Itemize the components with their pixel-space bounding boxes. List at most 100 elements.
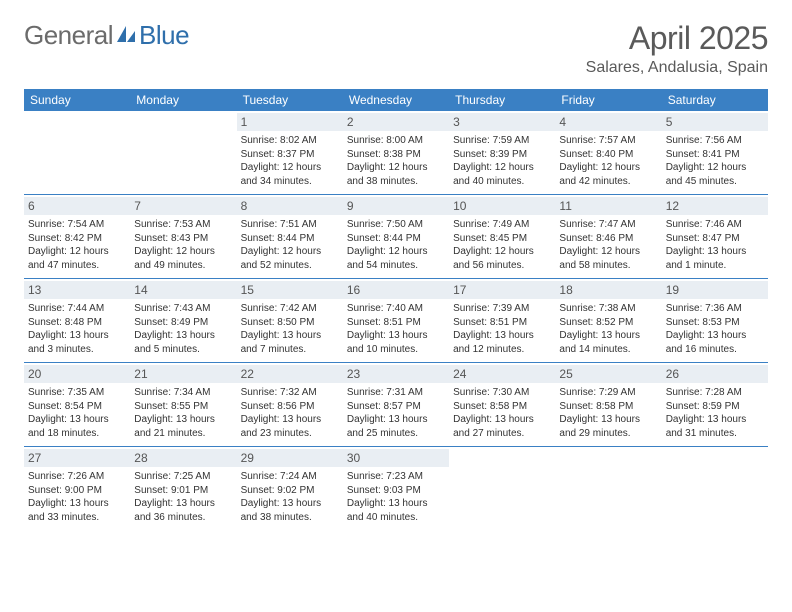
day-info: Sunrise: 7:35 AMSunset: 8:54 PMDaylight:… [28, 386, 126, 440]
logo-text-blue: Blue [139, 20, 189, 51]
sunrise-text: Sunrise: 7:30 AM [453, 386, 551, 400]
day-number: 17 [449, 281, 555, 299]
sunset-text: Sunset: 9:01 PM [134, 484, 232, 498]
calendar-day-cell: 21Sunrise: 7:34 AMSunset: 8:55 PMDayligh… [130, 363, 236, 447]
daylight-text: Daylight: 13 hours and 36 minutes. [134, 497, 232, 524]
sunrise-text: Sunrise: 7:35 AM [28, 386, 126, 400]
logo-text-general: General [24, 20, 113, 51]
calendar-day-cell [24, 111, 130, 195]
day-number: 26 [662, 365, 768, 383]
day-info: Sunrise: 7:51 AMSunset: 8:44 PMDaylight:… [241, 218, 339, 272]
day-number: 16 [343, 281, 449, 299]
weekday-header: Saturday [662, 89, 768, 111]
sunrise-text: Sunrise: 7:23 AM [347, 470, 445, 484]
day-info: Sunrise: 7:53 AMSunset: 8:43 PMDaylight:… [134, 218, 232, 272]
daylight-text: Daylight: 13 hours and 10 minutes. [347, 329, 445, 356]
day-info: Sunrise: 7:44 AMSunset: 8:48 PMDaylight:… [28, 302, 126, 356]
sunrise-text: Sunrise: 7:24 AM [241, 470, 339, 484]
calendar-day-cell: 23 Sunrise: 7:31 AMSunset: 8:57 PMDayligh… [343, 363, 449, 447]
day-info: Sunrise: 7:36 AMSunset: 8:53 PMDaylight:… [666, 302, 764, 356]
weekday-header: Thursday [449, 89, 555, 111]
day-number: 23 [343, 365, 449, 383]
day-info: Sunrise: 7:29 AMSunset: 8:58 PMDaylight:… [559, 386, 657, 440]
sunset-text: Sunset: 8:49 PM [134, 316, 232, 330]
day-info: Sunrise: 7:38 AMSunset: 8:52 PMDaylight:… [559, 302, 657, 356]
calendar-day-cell: 9Sunrise: 7:50 AMSunset: 8:44 PMDaylight… [343, 195, 449, 279]
sunset-text: Sunset: 8:54 PM [28, 400, 126, 414]
sunset-text: Sunset: 8:52 PM [559, 316, 657, 330]
sunset-text: Sunset: 8:40 PM [559, 148, 657, 162]
calendar-day-cell: 5Sunrise: 7:56 AMSunset: 8:41 PMDaylight… [662, 111, 768, 195]
sunrise-text: Sunrise: 7:25 AM [134, 470, 232, 484]
day-info: Sunrise: 7:57 AMSunset: 8:40 PMDaylight:… [559, 134, 657, 188]
calendar-day-cell: 10Sunrise: 7:49 AMSunset: 8:45 PMDayligh… [449, 195, 555, 279]
sunrise-text: Sunrise: 7:47 AM [559, 218, 657, 232]
sunrise-text: Sunrise: 7:40 AM [347, 302, 445, 316]
day-info: Sunrise: 7:30 AMSunset: 8:58 PMDaylight:… [453, 386, 551, 440]
daylight-text: Daylight: 13 hours and 40 minutes. [347, 497, 445, 524]
calendar-day-cell [662, 447, 768, 531]
day-info: Sunrise: 7:40 AMSunset: 8:51 PMDaylight:… [347, 302, 445, 356]
calendar-day-cell: 12Sunrise: 7:46 AMSunset: 8:47 PMDayligh… [662, 195, 768, 279]
daylight-text: Daylight: 13 hours and 33 minutes. [28, 497, 126, 524]
sunrise-text: Sunrise: 7:51 AM [241, 218, 339, 232]
day-info: Sunrise: 7:34 AMSunset: 8:55 PMDaylight:… [134, 386, 232, 440]
sunrise-text: Sunrise: 8:02 AM [241, 134, 339, 148]
sunset-text: Sunset: 8:44 PM [347, 232, 445, 246]
sunrise-text: Sunrise: 7:38 AM [559, 302, 657, 316]
calendar-day-cell: 16 Sunrise: 7:40 AMSunset: 8:51 PMDayligh… [343, 279, 449, 363]
calendar-table: Sunday Monday Tuesday Wednesday Thursday… [24, 89, 768, 530]
day-number: 14 [130, 281, 236, 299]
daylight-text: Daylight: 13 hours and 18 minutes. [28, 413, 126, 440]
sunrise-text: Sunrise: 7:49 AM [453, 218, 551, 232]
day-number: 13 [24, 281, 130, 299]
day-number: 27 [24, 449, 130, 467]
sunrise-text: Sunrise: 7:32 AM [241, 386, 339, 400]
sunrise-text: Sunrise: 7:50 AM [347, 218, 445, 232]
sunset-text: Sunset: 8:47 PM [666, 232, 764, 246]
day-info: Sunrise: 7:31 AMSunset: 8:57 PMDaylight:… [347, 386, 445, 440]
daylight-text: Daylight: 13 hours and 23 minutes. [241, 413, 339, 440]
day-info: Sunrise: 7:46 AMSunset: 8:47 PMDaylight:… [666, 218, 764, 272]
sunset-text: Sunset: 8:41 PM [666, 148, 764, 162]
calendar-week-row: 6Sunrise: 7:54 AMSunset: 8:42 PMDaylight… [24, 195, 768, 279]
calendar-day-cell: 22 Sunrise: 7:32 AMSunset: 8:56 PMDayligh… [237, 363, 343, 447]
header: General Blue April 2025 Salares, Andalus… [24, 20, 768, 77]
calendar-day-cell: 11Sunrise: 7:47 AMSunset: 8:46 PMDayligh… [555, 195, 661, 279]
sunrise-text: Sunrise: 7:28 AM [666, 386, 764, 400]
day-number: 20 [24, 365, 130, 383]
sunset-text: Sunset: 8:56 PM [241, 400, 339, 414]
sunrise-text: Sunrise: 7:59 AM [453, 134, 551, 148]
day-info: Sunrise: 7:39 AMSunset: 8:51 PMDaylight:… [453, 302, 551, 356]
weekday-header: Wednesday [343, 89, 449, 111]
sunset-text: Sunset: 8:46 PM [559, 232, 657, 246]
daylight-text: Daylight: 13 hours and 14 minutes. [559, 329, 657, 356]
sunset-text: Sunset: 9:02 PM [241, 484, 339, 498]
calendar-day-cell: 2Sunrise: 8:00 AMSunset: 8:38 PMDaylight… [343, 111, 449, 195]
sunrise-text: Sunrise: 7:46 AM [666, 218, 764, 232]
logo: General Blue [24, 20, 189, 51]
daylight-text: Daylight: 12 hours and 58 minutes. [559, 245, 657, 272]
calendar-day-cell: 30Sunrise: 7:23 AMSunset: 9:03 PMDayligh… [343, 447, 449, 531]
daylight-text: Daylight: 13 hours and 38 minutes. [241, 497, 339, 524]
daylight-text: Daylight: 13 hours and 3 minutes. [28, 329, 126, 356]
calendar-day-cell [555, 447, 661, 531]
calendar-day-cell: 19 Sunrise: 7:36 AMSunset: 8:53 PMDayligh… [662, 279, 768, 363]
sail-icon [115, 20, 137, 51]
daylight-text: Daylight: 13 hours and 21 minutes. [134, 413, 232, 440]
day-info: Sunrise: 7:25 AMSunset: 9:01 PMDaylight:… [134, 470, 232, 524]
day-number: 19 [662, 281, 768, 299]
day-number: 4 [555, 113, 661, 131]
weekday-header: Friday [555, 89, 661, 111]
calendar-day-cell: 18Sunrise: 7:38 AMSunset: 8:52 PMDayligh… [555, 279, 661, 363]
page-title: April 2025 [586, 20, 768, 57]
sunset-text: Sunset: 8:55 PM [134, 400, 232, 414]
calendar-day-cell: 8Sunrise: 7:51 AMSunset: 8:44 PMDaylight… [237, 195, 343, 279]
day-number: 22 [237, 365, 343, 383]
calendar-day-cell: 3Sunrise: 7:59 AMSunset: 8:39 PMDaylight… [449, 111, 555, 195]
day-info: Sunrise: 7:49 AMSunset: 8:45 PMDaylight:… [453, 218, 551, 272]
calendar-day-cell: 15Sunrise: 7:42 AMSunset: 8:50 PMDayligh… [237, 279, 343, 363]
day-info: Sunrise: 7:24 AMSunset: 9:02 PMDaylight:… [241, 470, 339, 524]
daylight-text: Daylight: 12 hours and 47 minutes. [28, 245, 126, 272]
day-info: Sunrise: 7:50 AMSunset: 8:44 PMDaylight:… [347, 218, 445, 272]
